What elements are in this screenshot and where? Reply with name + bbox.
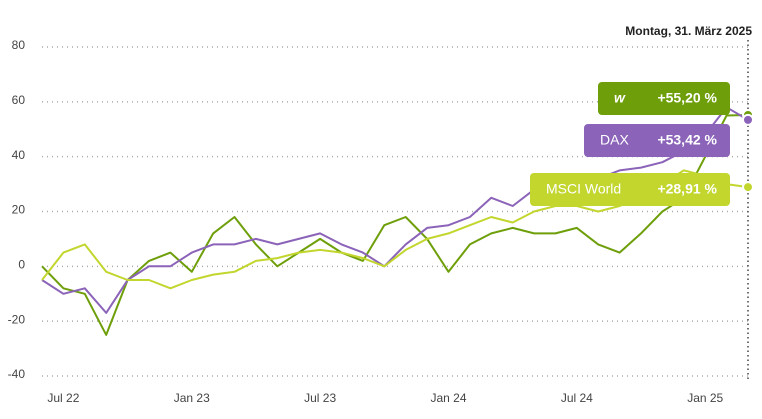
legend-badge [530, 173, 730, 206]
legend-badge [598, 82, 730, 115]
y-tick-label: 0 [18, 258, 25, 272]
y-tick-label: 60 [12, 93, 26, 107]
end-dot [742, 113, 754, 126]
x-tick-label: Jul 22 [47, 391, 79, 405]
y-tick-label: -20 [8, 312, 26, 326]
legend-value: +28,91 % [657, 181, 717, 197]
y-tick-label: 20 [12, 203, 26, 217]
legend-value: +55,20 % [657, 90, 717, 106]
y-tick-label: -40 [8, 367, 26, 381]
x-tick-label: Jan 24 [430, 391, 466, 405]
series-line [41, 114, 749, 336]
x-tick-label: Jul 23 [304, 391, 336, 405]
x-tick-label: Jan 23 [174, 391, 210, 405]
date-label: Montag, 31. März 2025 [625, 24, 752, 38]
y-tick-label: 80 [12, 38, 26, 52]
series-line [41, 106, 749, 314]
legend-value: +53,42 % [657, 132, 717, 148]
legend-name: MSCI World [546, 181, 621, 197]
x-tick-label: Jan 25 [687, 391, 723, 405]
legend-badge [584, 124, 730, 157]
legend-name: w [614, 90, 626, 106]
end-dot [742, 181, 754, 194]
y-tick-label: 40 [12, 148, 26, 162]
legend-name: DAX [600, 132, 629, 148]
x-tick-label: Jul 24 [561, 391, 593, 405]
